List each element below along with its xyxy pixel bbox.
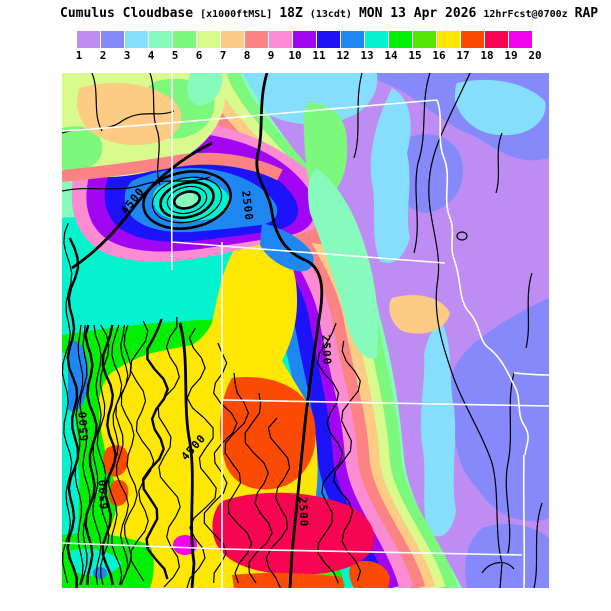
valid-local: (13cdt) xyxy=(309,9,352,20)
terrain-contour xyxy=(265,417,291,588)
contour-elevation-label: 2500 xyxy=(239,190,256,222)
legend-swatch-8 xyxy=(245,31,268,48)
legend-tick-7: 7 xyxy=(219,49,227,62)
legend-swatch-11 xyxy=(317,31,340,48)
cloudbase-region xyxy=(420,323,456,537)
cloudbase-region xyxy=(186,73,223,106)
valid-date: MON 13 Apr 2026 xyxy=(358,6,477,21)
cloudbase-region xyxy=(370,88,411,264)
terrain-contour xyxy=(66,237,80,588)
legend-tick-5: 5 xyxy=(171,49,179,62)
cloudbase-region xyxy=(232,572,344,588)
terrain-contour xyxy=(186,327,217,588)
terrain-contour xyxy=(203,342,238,584)
terrain-contour xyxy=(62,222,73,584)
units-label: [x1000ftMSL] xyxy=(200,9,273,20)
legend-tick-16: 16 xyxy=(432,49,446,62)
legend-tick-12: 12 xyxy=(336,49,350,62)
legend-swatch-15 xyxy=(413,31,436,48)
colorbar-legend: 1 2 3 4 5 6 7 8 9 10 11 12 13 14 15 16 17 18 19 20 xyxy=(0,29,611,62)
legend-tick-8: 8 xyxy=(243,49,251,62)
forecast-label: 12hrFcst@0700z xyxy=(483,9,568,20)
legend-tick-11: 11 xyxy=(312,49,326,62)
cloudbase-region xyxy=(62,126,103,171)
terrain-contour xyxy=(84,324,98,586)
legend-swatch-10 xyxy=(293,31,316,48)
legend-swatch-9 xyxy=(269,31,292,48)
cloudbase-region xyxy=(389,295,450,334)
legend-swatch-2 xyxy=(101,31,124,48)
cloudbase-region xyxy=(455,79,546,136)
cloudbase-region xyxy=(77,82,182,146)
legend-tick-1: 1 xyxy=(75,49,83,62)
terrain-contour xyxy=(92,324,102,586)
legend-tick-2: 2 xyxy=(99,49,107,62)
valid-hour: 18Z xyxy=(279,6,303,21)
legend-swatch-5 xyxy=(173,31,196,48)
legend-swatch-19 xyxy=(509,31,532,48)
legend-swatch-16 xyxy=(437,31,460,48)
cloudbase-region xyxy=(220,377,316,490)
legend-swatch-3 xyxy=(125,31,148,48)
terrain-contour xyxy=(244,392,273,584)
terrain-contour xyxy=(157,317,181,588)
state-borders xyxy=(62,73,549,588)
cloudbase-region xyxy=(68,340,89,412)
legend-tick-6: 6 xyxy=(195,49,203,62)
terrain-contour xyxy=(224,372,253,584)
contour-elevation-label: 6500 xyxy=(76,410,91,441)
legend-swatch-7 xyxy=(221,31,244,48)
legend-tick-4: 4 xyxy=(147,49,155,62)
legend-tick-9: 9 xyxy=(267,49,275,62)
cloudbase-region xyxy=(308,168,379,359)
terrain-contour xyxy=(141,318,169,580)
terrain-contour xyxy=(130,320,155,582)
legend-tick-20: 20 xyxy=(528,49,542,62)
cloudbase-fill-field xyxy=(62,73,549,588)
legend-swatch-17 xyxy=(461,31,484,48)
legend-swatch-18 xyxy=(485,31,508,48)
contour-elevation-label: 2500 xyxy=(319,334,334,365)
terrain-contour xyxy=(317,322,344,584)
legend-tick-19: 19 xyxy=(504,49,518,62)
legend-swatch-12 xyxy=(341,31,364,48)
legend-swatch-1 xyxy=(77,31,100,48)
legend-swatch-13 xyxy=(365,31,388,48)
terrain-contour xyxy=(115,324,130,586)
legend-tick-18: 18 xyxy=(480,49,494,62)
cloudbase-region xyxy=(465,523,549,588)
legend-swatch-14 xyxy=(389,31,412,48)
missouri-river-border xyxy=(436,99,529,456)
contour-elevation-label: 2500 xyxy=(296,496,311,527)
title-bar: Cumulus Cloudbase [x1000ftMSL] 18Z (13cd… xyxy=(60,6,611,21)
legend-tick-15: 15 xyxy=(408,49,422,62)
terrain-contour xyxy=(74,324,84,586)
cloudbase-region xyxy=(62,152,283,182)
terrain-contour xyxy=(333,340,362,582)
terrain-contour xyxy=(101,324,117,586)
cloudbase-region xyxy=(175,192,199,208)
cloudbase-region xyxy=(93,567,107,579)
model-label: RAP xyxy=(574,6,599,21)
legend-tick-13: 13 xyxy=(360,49,374,62)
legend-tick-10: 10 xyxy=(288,49,302,62)
legend-tick-17: 17 xyxy=(456,49,470,62)
terrain-contour xyxy=(108,324,123,586)
product-title: Cumulus Cloudbase xyxy=(60,6,194,21)
legend-tick-14: 14 xyxy=(384,49,398,62)
terrain-contour xyxy=(79,324,91,586)
cloudbase-region xyxy=(237,73,378,125)
legend-tick-3: 3 xyxy=(123,49,131,62)
forecast-map: 2500 4500 4500 6500 6500 2500 2500 xyxy=(62,73,549,588)
legend-swatch-4 xyxy=(149,31,172,48)
terrain-contours xyxy=(62,73,543,588)
legend-swatch-6 xyxy=(197,31,220,48)
contour-elevation-label: 6500 xyxy=(96,478,111,509)
